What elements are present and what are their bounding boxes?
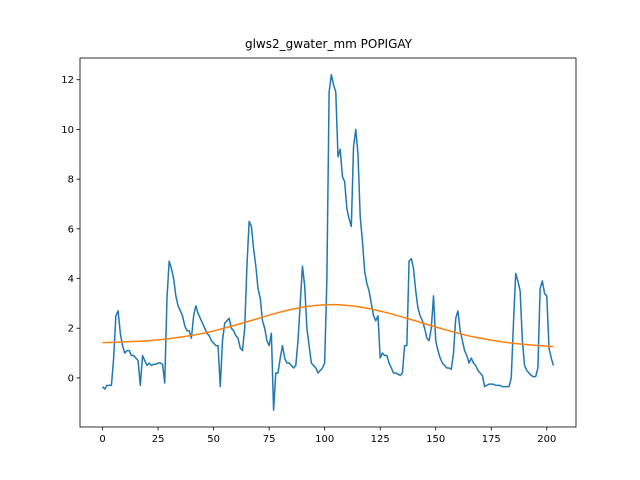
y-tick-label: 0 bbox=[68, 373, 74, 384]
y-tick-label: 12 bbox=[61, 75, 74, 86]
plot-frame bbox=[79, 57, 577, 428]
chart-title: glws2_gwater_mm POPIGAY bbox=[245, 37, 413, 51]
y-tick-label: 2 bbox=[68, 324, 74, 335]
x-tick-label: 125 bbox=[371, 434, 390, 445]
y-tick-label: 10 bbox=[61, 125, 74, 136]
x-tick-label: 75 bbox=[263, 434, 276, 445]
y-tick-label: 8 bbox=[68, 175, 74, 186]
x-tick-label: 25 bbox=[152, 434, 165, 445]
x-tick-label: 50 bbox=[207, 434, 220, 445]
y-tick-label: 6 bbox=[68, 224, 74, 235]
data-line bbox=[102, 303, 554, 348]
x-tick-label: 0 bbox=[99, 434, 105, 445]
x-tick-label: 150 bbox=[426, 434, 445, 445]
x-tick-label: 200 bbox=[537, 434, 556, 445]
x-tick-label: 100 bbox=[315, 434, 334, 445]
x-tick-label: 175 bbox=[482, 434, 501, 445]
y-tick-label: 4 bbox=[68, 274, 74, 285]
data-line bbox=[101, 74, 555, 411]
